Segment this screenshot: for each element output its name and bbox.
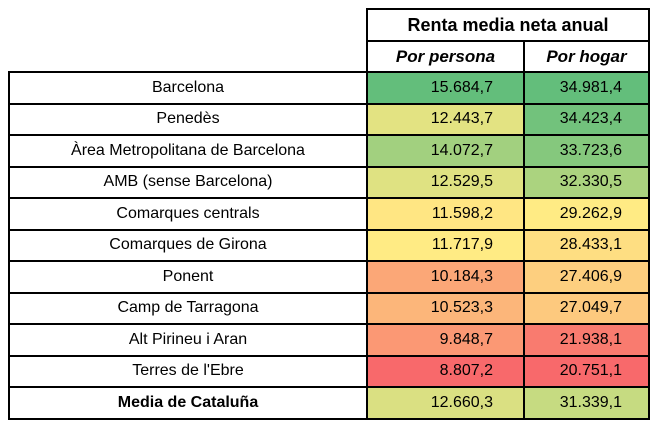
table-row: Camp de Tarragona 10.523,3 27.049,7: [8, 291, 650, 325]
table-title: Renta media neta anual: [366, 8, 650, 42]
persona-value-cell: 12.529,5: [366, 165, 525, 199]
table-row: Comarques de Girona 11.717,9 28.433,1: [8, 228, 650, 262]
region-cell: Alt Pirineu i Aran: [8, 323, 368, 357]
hogar-value-cell: 20.751,1: [523, 354, 650, 388]
hogar-value-cell: 34.423,4: [523, 102, 650, 136]
empty-corner: [9, 9, 367, 41]
table-row: AMB (sense Barcelona) 12.529,5 32.330,5: [8, 165, 650, 199]
region-cell: Camp de Tarragona: [8, 291, 368, 325]
table-body: Barcelona 15.684,7 34.981,4 Penedès 12.443,7…: [8, 71, 650, 420]
persona-value-cell: 11.717,9: [366, 228, 525, 262]
table-row: Terres de l'Ebre 8.807,2 20.751,1: [8, 354, 650, 388]
persona-value-cell: 11.598,2: [366, 197, 525, 231]
region-cell: Penedès: [8, 102, 368, 136]
table-row: Penedès 12.443,7 34.423,4: [8, 102, 650, 136]
table-row: Comarques centrals 11.598,2 29.262,9: [8, 197, 650, 231]
persona-value-cell: 12.443,7: [366, 102, 525, 136]
column-header-por-persona: Por persona: [366, 40, 525, 73]
region-cell: Terres de l'Ebre: [8, 354, 368, 388]
persona-value-cell: 10.523,3: [366, 291, 525, 325]
hogar-value-cell: 32.330,5: [523, 165, 650, 199]
region-cell: Ponent: [8, 260, 368, 294]
persona-value-cell: 15.684,7: [366, 71, 525, 105]
table-row: Media de Cataluña 12.660,3 31.339,1: [8, 386, 650, 420]
persona-value-cell: 10.184,3: [366, 260, 525, 294]
region-cell: AMB (sense Barcelona): [8, 165, 368, 199]
region-cell: Barcelona: [8, 71, 368, 105]
region-cell: Media de Cataluña: [8, 386, 368, 420]
column-header-por-hogar: Por hogar: [523, 40, 650, 73]
hogar-value-cell: 21.938,1: [523, 323, 650, 357]
hogar-value-cell: 27.406,9: [523, 260, 650, 294]
income-table: Renta media neta anual Por persona Por h…: [8, 8, 650, 420]
hogar-value-cell: 28.433,1: [523, 228, 650, 262]
empty-corner: [9, 41, 367, 72]
hogar-value-cell: 29.262,9: [523, 197, 650, 231]
table-title-row: Renta media neta anual: [9, 8, 650, 42]
persona-value-cell: 9.848,7: [366, 323, 525, 357]
persona-value-cell: 14.072,7: [366, 134, 525, 168]
hogar-value-cell: 33.723,6: [523, 134, 650, 168]
region-cell: Àrea Metropolitana de Barcelona: [8, 134, 368, 168]
region-cell: Comarques centrals: [8, 197, 368, 231]
persona-value-cell: 12.660,3: [366, 386, 525, 420]
table-row: Ponent 10.184,3 27.406,9: [8, 260, 650, 294]
table-row: Alt Pirineu i Aran 9.848,7 21.938,1: [8, 323, 650, 357]
column-header-row: Por persona Por hogar: [9, 40, 650, 73]
hogar-value-cell: 31.339,1: [523, 386, 650, 420]
hogar-value-cell: 27.049,7: [523, 291, 650, 325]
table-row: Àrea Metropolitana de Barcelona 14.072,7 3…: [8, 134, 650, 168]
region-cell: Comarques de Girona: [8, 228, 368, 262]
table-row: Barcelona 15.684,7 34.981,4: [8, 71, 650, 105]
hogar-value-cell: 34.981,4: [523, 71, 650, 105]
persona-value-cell: 8.807,2: [366, 354, 525, 388]
